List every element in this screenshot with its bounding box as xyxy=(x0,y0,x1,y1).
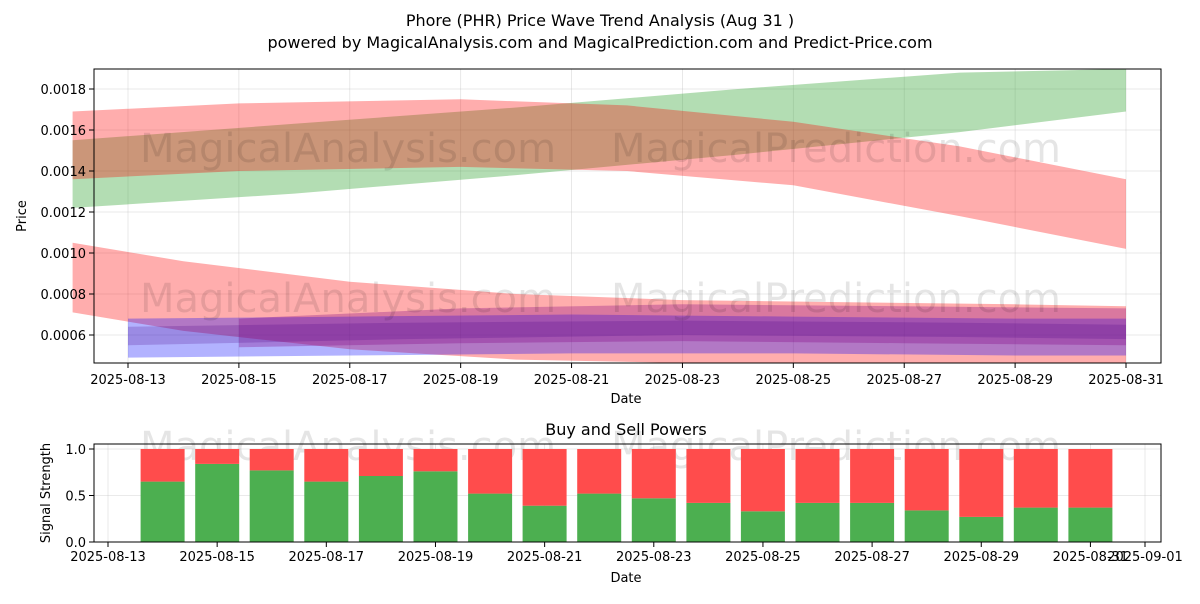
chart-subtitle: powered by MagicalAnalysis.com and Magic… xyxy=(267,33,932,52)
price-bands xyxy=(72,69,1127,363)
sell-bar xyxy=(358,449,403,476)
y-tick-label: 0.0012 xyxy=(41,206,87,221)
buy-bar xyxy=(1068,507,1113,542)
x-tick-label: 2025-08-27 xyxy=(866,373,942,388)
buy-bar xyxy=(577,493,622,542)
x-tick-label: 2025-08-21 xyxy=(507,550,583,565)
watermark-text: MagicalPrediction.com xyxy=(611,276,1061,322)
price-band xyxy=(128,320,1126,346)
price-x-axis-label: Date xyxy=(610,392,641,407)
buy-bar xyxy=(795,502,840,542)
buy-bar xyxy=(686,502,731,542)
sell-bar xyxy=(631,449,676,499)
x-tick-label: 2025-08-15 xyxy=(179,550,255,565)
watermark-text: MagicalAnalysis.com xyxy=(140,126,556,172)
x-tick-label: 2025-08-31 xyxy=(1088,373,1164,388)
x-tick-label: 2025-08-19 xyxy=(423,373,499,388)
signal-ticks: 2025-08-13 2025-08-15 2025-08-17 2025-08-19… xyxy=(65,443,1182,565)
y-tick-label: 0.0018 xyxy=(41,83,87,98)
sell-bar xyxy=(304,449,349,482)
signal-bars xyxy=(140,449,1113,542)
price-band xyxy=(72,69,1127,208)
buy-bar xyxy=(249,470,294,542)
buy-bar xyxy=(740,511,785,542)
buy-bar xyxy=(1013,507,1058,542)
buy-bar xyxy=(195,463,240,542)
buy-bar xyxy=(304,481,349,542)
sell-bar xyxy=(249,449,294,471)
y-tick-label: 1.0 xyxy=(65,443,86,458)
x-tick-label: 2025-08-23 xyxy=(616,550,692,565)
sell-bar xyxy=(195,449,240,464)
buy-bar xyxy=(140,481,185,542)
price-band xyxy=(72,99,1127,249)
x-tick-label: 2025-08-19 xyxy=(398,550,474,565)
price-band xyxy=(238,304,1126,348)
price-y-axis-label: Price xyxy=(15,200,30,232)
signal-title: Buy and Sell Powers xyxy=(545,420,707,439)
x-tick-label: 2025-08-17 xyxy=(289,550,365,565)
x-tick-label: 2025-09-01 xyxy=(1107,550,1183,565)
sell-bar xyxy=(413,449,458,472)
price-band xyxy=(72,242,1127,363)
sell-bar xyxy=(140,449,185,482)
sell-bar xyxy=(1013,449,1058,508)
x-tick-label: 2025-08-13 xyxy=(90,373,166,388)
buy-bar xyxy=(850,502,895,542)
x-tick-label: 2025-08-31 xyxy=(1053,550,1129,565)
price-ticks: 2025-08-13 2025-08-15 2025-08-17 2025-08-19… xyxy=(41,83,1164,388)
sell-bar xyxy=(740,449,785,512)
buy-bar xyxy=(358,476,403,542)
buy-bar xyxy=(413,471,458,542)
price-band xyxy=(128,314,1126,358)
x-tick-label: 2025-08-13 xyxy=(70,550,146,565)
watermark-text: MagicalPrediction.com xyxy=(611,126,1061,172)
price-axes-frame xyxy=(93,68,1162,364)
buy-bar xyxy=(904,510,949,542)
buy-bar xyxy=(468,493,513,542)
x-tick-label: 2025-08-29 xyxy=(977,373,1053,388)
x-tick-label: 2025-08-25 xyxy=(756,373,832,388)
sell-bar xyxy=(577,449,622,494)
signal-axes-frame xyxy=(93,443,1162,543)
buy-bar xyxy=(631,498,676,542)
sell-bar xyxy=(795,449,840,503)
sell-bar xyxy=(686,449,731,503)
x-tick-label: 2025-08-27 xyxy=(834,550,910,565)
sell-bar xyxy=(1068,449,1113,508)
signal-x-axis-label: Date xyxy=(610,571,641,586)
x-tick-label: 2025-08-17 xyxy=(312,373,388,388)
x-tick-label: 2025-08-29 xyxy=(943,550,1019,565)
sell-bar xyxy=(850,449,895,503)
y-tick-label: 0.0014 xyxy=(41,165,87,180)
y-tick-label: 0.0 xyxy=(65,536,86,551)
buy-bar xyxy=(959,516,1004,542)
sell-bar xyxy=(959,449,1004,517)
price-grid xyxy=(94,69,1161,363)
sell-bar xyxy=(904,449,949,511)
sell-bar xyxy=(522,449,567,506)
sell-bar xyxy=(468,449,513,494)
x-tick-label: 2025-08-21 xyxy=(534,373,610,388)
watermark-text: MagicalAnalysis.com xyxy=(140,276,556,322)
price-watermarks: MagicalAnalysis.com MagicalPrediction.co… xyxy=(140,126,1061,322)
x-tick-label: 2025-08-15 xyxy=(201,373,277,388)
x-tick-label: 2025-08-23 xyxy=(645,373,721,388)
y-tick-label: 0.0016 xyxy=(41,124,87,139)
signal-y-axis-label: Signal Strength xyxy=(39,443,54,543)
y-tick-label: 0.0010 xyxy=(41,247,87,262)
chart-title: Phore (PHR) Price Wave Trend Analysis (A… xyxy=(406,11,794,30)
x-tick-label: 2025-08-25 xyxy=(725,550,801,565)
y-tick-label: 0.0006 xyxy=(41,329,87,344)
y-tick-label: 0.5 xyxy=(65,490,86,505)
buy-bar xyxy=(522,505,567,542)
y-tick-label: 0.0008 xyxy=(41,288,87,303)
